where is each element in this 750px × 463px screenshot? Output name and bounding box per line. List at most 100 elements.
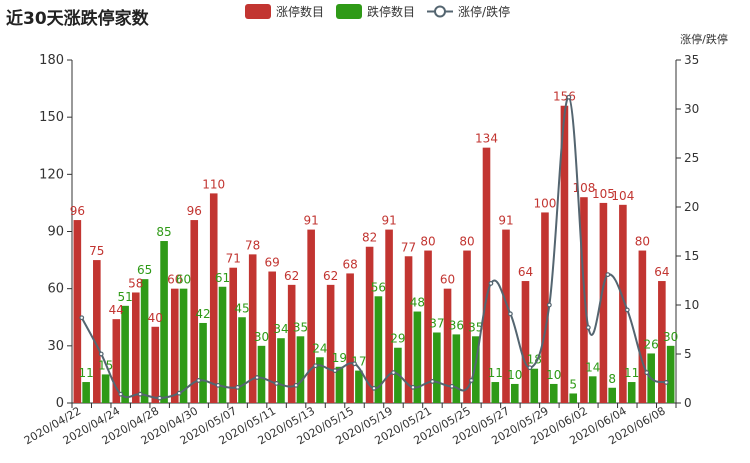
bar-limit-down [101, 374, 110, 403]
bar-limit-up [463, 250, 471, 403]
bar-label-limit-down: 48 [410, 296, 425, 310]
bar-limit-down [510, 383, 519, 403]
line-ratio-point [469, 378, 474, 383]
legend-item-limit-down[interactable]: 跌停数目 [336, 3, 415, 20]
bar-label-limit-down: 65 [137, 263, 152, 277]
bar-limit-up [599, 202, 608, 403]
bar-limit-down [218, 286, 227, 403]
bar-label-limit-down: 35 [293, 320, 308, 334]
bar-label-limit-down: 37 [429, 316, 444, 330]
bar-label-limit-up: 68 [342, 257, 357, 271]
line-ratio-point [430, 379, 435, 384]
y-left-tick-label: 90 [47, 225, 64, 240]
bar-limit-down [296, 336, 305, 403]
line-ratio-point [215, 382, 221, 388]
bar-limit-up [619, 204, 627, 403]
bar-limit-up [482, 147, 491, 403]
bar-label-limit-up: 104 [611, 189, 634, 203]
bar-limit-up [541, 212, 549, 403]
line-ratio-point [644, 370, 650, 376]
legend-label-limit-up: 涨停数目 [276, 5, 325, 19]
bar-label-limit-up: 156 [553, 90, 576, 104]
bar-label-limit-down: 30 [663, 330, 678, 344]
bar-limit-down [530, 368, 539, 403]
bar-label-limit-up: 75 [89, 244, 104, 258]
legend-item-limit-up[interactable]: 涨停数目 [245, 3, 324, 20]
bar-label-limit-up: 40 [148, 311, 163, 325]
bar-label-limit-down: 8 [608, 372, 616, 386]
bar-limit-up [580, 197, 588, 403]
bar-limit-down [277, 338, 285, 403]
bar-label-limit-down: 11 [624, 366, 639, 380]
bar-limit-up [638, 250, 647, 403]
bar-label-limit-up: 78 [245, 238, 260, 252]
line-ratio-point [235, 384, 241, 390]
line-ratio-point [274, 381, 279, 386]
bar-limit-down [199, 322, 207, 403]
line-ratio-point [663, 380, 669, 385]
bar-label-limit-down: 85 [156, 225, 171, 239]
bar-limit-up [131, 292, 140, 403]
bar-limit-down [316, 357, 324, 403]
bar-limit-down [82, 382, 90, 403]
bar-label-limit-up: 80 [459, 235, 474, 249]
line-ratio-point [507, 311, 513, 317]
bar-limit-up [560, 105, 569, 403]
y-right-tick-label: 10 [684, 298, 699, 312]
y-right-tick-label: 5 [684, 347, 692, 361]
bar-label-limit-up: 60 [440, 273, 455, 287]
y-right-tick-label: 30 [684, 102, 699, 116]
bar-limit-up [112, 319, 121, 403]
y-left-tick-label: 150 [39, 110, 64, 125]
bar-label-limit-up: 71 [226, 252, 241, 266]
bar-limit-up [190, 220, 199, 403]
y-right-tick-label: 15 [684, 249, 699, 263]
line-ratio-point [527, 365, 533, 371]
y-left-tick-label: 60 [47, 282, 64, 297]
legend: 涨停数目 跌停数目 涨停/跌停 [245, 3, 522, 20]
bar-label-limit-down: 56 [371, 280, 386, 294]
bar-label-limit-up: 62 [323, 269, 338, 283]
bar-label-limit-down: 26 [644, 337, 659, 351]
bar-label-limit-up: 82 [362, 231, 377, 245]
bar-limit-down [140, 279, 149, 403]
bar-limit-up [326, 284, 335, 403]
y-right-axis-title: 涨停/跌停 [680, 32, 728, 46]
line-ratio-point [605, 272, 611, 278]
bar-label-limit-down: 36 [449, 318, 464, 332]
bar-label-limit-down: 11 [79, 366, 94, 380]
line-ratio-point [118, 391, 124, 397]
line-ratio-point [391, 370, 396, 376]
bar-limit-down [121, 305, 129, 403]
y-right-tick-label: 0 [684, 396, 692, 410]
bar-limit-down [335, 366, 344, 403]
line-ratio-point [157, 395, 163, 401]
bar-label-limit-down: 14 [585, 360, 600, 374]
bar-label-limit-up: 91 [498, 214, 513, 228]
bar-limit-down [491, 382, 500, 403]
bar-limit-up [287, 284, 296, 403]
bar-limit-down [608, 387, 617, 403]
legend-item-ratio[interactable]: 涨停/跌停 [427, 3, 510, 20]
bar-limit-up [365, 246, 374, 403]
bar-label-limit-down: 24 [312, 341, 327, 355]
line-ratio-point [449, 383, 455, 389]
line-ratio-point [293, 382, 299, 388]
line-ratio-point [79, 315, 85, 321]
bar-label-limit-up: 60 [167, 273, 182, 287]
legend-label-limit-down: 跌停数目 [367, 5, 416, 19]
y-left-tick-label: 120 [39, 167, 64, 182]
bar-limit-down [569, 393, 578, 403]
line-ratio-point [196, 378, 202, 383]
bar-limit-up [658, 281, 666, 403]
bar-limit-down [374, 296, 383, 403]
bar-label-limit-up: 69 [265, 256, 280, 270]
bar-label-limit-up: 134 [475, 132, 498, 146]
bar-limit-up [170, 288, 179, 403]
bar-label-limit-up: 62 [284, 269, 299, 283]
bar-label-limit-up: 91 [381, 214, 396, 228]
line-ratio-point [254, 375, 260, 380]
chart-title: 近30天涨跌停家数 [6, 9, 149, 29]
bar-limit-up [502, 229, 510, 403]
